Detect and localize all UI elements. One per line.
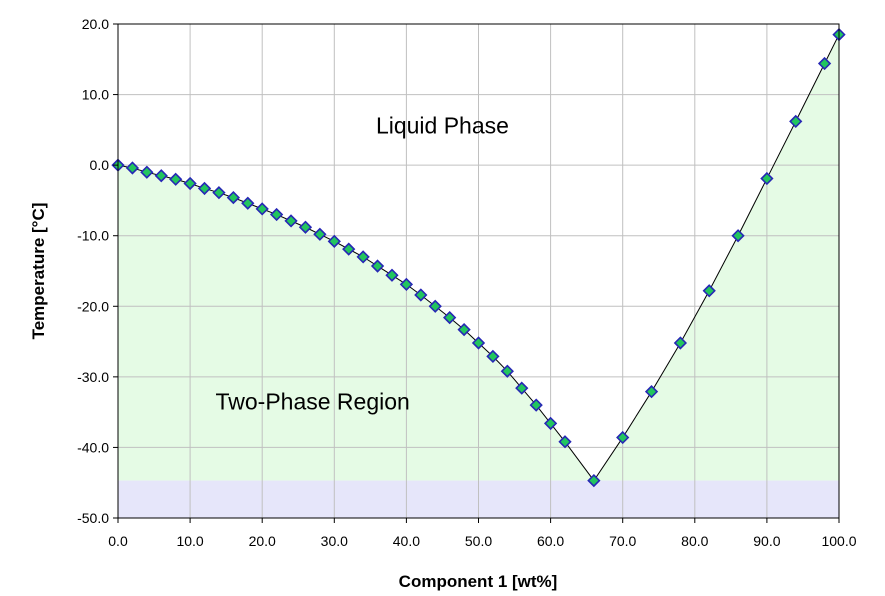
y-tick-label: -40.0 [77,439,109,455]
data-point-marker [789,114,803,129]
data-point-marker [313,227,327,241]
data-point-marker [140,165,154,179]
data-point-marker [543,416,558,431]
region-label: Liquid Phase [376,112,509,138]
data-point-marker [197,181,212,196]
data-point-marker [183,176,197,191]
data-point-marker [342,242,356,256]
data-point-marker [529,398,543,412]
x-tick-label: 10.0 [176,533,203,549]
data-point-marker [125,161,140,175]
data-point-marker [471,336,486,350]
data-point-marker [443,310,457,325]
data-point-marker [399,277,414,292]
x-axis-ticks: 0.0 10.0 20.0 30.0 40.0 50.0 60.0 70.0 80.0 90.0 1… [108,518,857,549]
data-point-marker [731,229,745,243]
region-annotations: Liquid Phase Two-Phase Region [215,112,508,414]
data-point-marker [428,299,442,313]
data-point-marker [385,268,399,282]
data-point-marker [644,385,659,399]
x-tick-label: 100.0 [821,533,856,549]
data-point-marker [414,288,428,302]
x-axis-title: Component 1 [wt%] [399,572,558,591]
data-point-marker [269,207,284,222]
data-point-marker [817,56,832,71]
data-point-marker [212,186,226,200]
data-markers [111,27,846,488]
data-point-marker [486,349,500,364]
data-point-marker [327,234,341,248]
y-tick-label: -50.0 [77,510,109,526]
data-point-marker [226,190,240,205]
data-point-marker [500,364,514,378]
data-point-marker [169,172,183,186]
data-point-marker [284,214,298,228]
y-tick-label: -20.0 [77,298,109,314]
y-axis-title: Temperature [°C] [29,203,48,340]
data-point-marker [558,435,572,449]
region-label: Two-Phase Region [215,388,409,414]
data-point-marker [241,196,255,210]
x-tick-label: 30.0 [321,533,348,549]
x-tick-label: 70.0 [609,533,636,549]
data-point-marker [673,336,688,350]
y-tick-label: 20.0 [82,16,109,32]
data-point-marker [457,322,471,337]
x-tick-label: 90.0 [753,533,780,549]
data-point-marker [370,259,385,273]
y-tick-label: 0.0 [90,157,110,173]
x-tick-label: 0.0 [108,533,128,549]
x-tick-label: 80.0 [681,533,708,549]
x-tick-label: 20.0 [249,533,276,549]
data-point-marker [616,430,630,445]
data-point-marker [298,220,313,234]
grid-lines [118,24,839,518]
y-tick-label: -30.0 [77,369,109,385]
data-point-marker [255,202,269,216]
data-point-marker [702,284,716,298]
y-axis-ticks: 20.0 10.0 0.0 -10.0 -20.0 -30.0 -40.0 -50.0 [77,16,118,526]
two-phase-region-fill [118,34,839,481]
y-tick-label: -10.0 [77,228,109,244]
data-point-marker [587,473,601,488]
data-point-marker [760,171,774,186]
x-tick-label: 60.0 [537,533,564,549]
data-point-marker [515,381,529,395]
data-point-marker [356,250,370,264]
x-tick-label: 40.0 [393,533,420,549]
data-point-marker [154,169,168,183]
x-tick-label: 50.0 [465,533,492,549]
y-tick-label: 10.0 [82,87,109,103]
